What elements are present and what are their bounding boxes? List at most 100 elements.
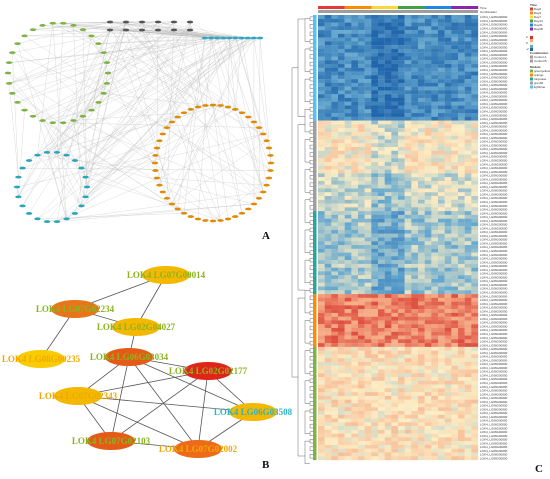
heatmap-cell xyxy=(338,388,345,393)
heatmap-cell xyxy=(351,256,359,261)
heatmap-cell xyxy=(424,328,432,332)
network-a-edge xyxy=(32,37,224,117)
heatmap-cell xyxy=(431,30,439,35)
network-a-edge xyxy=(63,23,99,44)
heatmap-cell xyxy=(411,301,419,306)
heatmap-cell xyxy=(438,297,445,302)
heatmap-cell xyxy=(464,294,472,298)
heatmap-cell xyxy=(451,395,459,400)
heatmap-cell xyxy=(458,188,465,193)
heatmap-cell xyxy=(331,188,339,193)
heatmap-cell xyxy=(364,312,372,317)
heatmap-cell xyxy=(444,361,452,366)
heatmap-cell xyxy=(391,271,399,276)
heatmap-row-label: LOK4_LG06G00000 xyxy=(480,332,508,336)
heatmap-cell xyxy=(344,177,352,182)
heatmap-cell xyxy=(391,369,399,374)
heatmap-cell xyxy=(444,267,452,272)
heatmap-cell xyxy=(424,403,432,408)
heatmap-cell xyxy=(318,188,325,193)
heatmap-cell xyxy=(458,245,465,249)
heatmap-cell xyxy=(431,388,439,393)
heatmap-cell xyxy=(404,177,412,182)
heatmap-cell xyxy=(338,101,345,106)
network-a-node xyxy=(25,212,33,215)
heatmap-cell xyxy=(318,15,325,19)
heatmap-cell xyxy=(424,222,432,227)
heatmap-cell xyxy=(424,354,432,359)
network-a-edge xyxy=(82,29,143,117)
heatmap-cell xyxy=(418,120,425,125)
heatmap-cell xyxy=(438,346,445,351)
heatmap-cell xyxy=(411,448,419,453)
heatmap-row-label: LOK4_LG06G00000 xyxy=(480,208,508,212)
heatmap-cell xyxy=(318,226,325,231)
heatmap-cell xyxy=(444,452,452,457)
heatmap-cell xyxy=(371,271,379,276)
heatmap-cell xyxy=(338,169,345,174)
network-a-edge xyxy=(56,29,127,153)
heatmap-cell xyxy=(384,97,392,102)
heatmap-cell xyxy=(384,162,392,166)
heatmap-cell xyxy=(364,407,372,412)
heatmap-cell xyxy=(411,377,419,381)
heatmap-cell xyxy=(438,237,445,242)
heatmap-cell xyxy=(331,86,339,91)
heatmap-cells xyxy=(318,15,479,461)
heatmap-cell xyxy=(391,422,399,427)
heatmap-cell xyxy=(438,429,445,434)
heatmap-cell xyxy=(318,33,325,38)
heatmap-cell xyxy=(338,437,345,442)
heatmap-cell xyxy=(318,418,325,423)
heatmap-cell xyxy=(438,309,445,314)
time-bar-cell xyxy=(411,6,419,9)
heatmap-cell xyxy=(471,354,479,359)
heatmap-cell xyxy=(324,184,332,189)
heatmap-cell xyxy=(318,328,325,332)
heatmap-cell xyxy=(338,52,345,57)
heatmap-cell xyxy=(318,343,325,348)
heatmap-row-label: LOK4_LG06G00000 xyxy=(480,200,508,204)
heatmap-cell xyxy=(418,199,425,204)
legend-swatch xyxy=(530,7,533,11)
heatmap-cell xyxy=(364,350,372,355)
heatmap-cell xyxy=(384,275,392,280)
heatmap-cell xyxy=(464,426,472,430)
heatmap-cell xyxy=(338,211,345,216)
heatmap-cell xyxy=(364,33,372,38)
scale-swatch xyxy=(530,39,533,42)
heatmap-cell xyxy=(424,33,432,38)
network-a-edge xyxy=(73,25,229,108)
heatmap-cell xyxy=(378,177,385,182)
heatmap-cell xyxy=(331,154,339,159)
module-bar-cell xyxy=(313,67,317,72)
heatmap-cell xyxy=(391,365,399,370)
heatmap-cell xyxy=(451,169,459,174)
network-a-node xyxy=(21,34,28,38)
heatmap-cell xyxy=(371,184,379,189)
heatmap-cell xyxy=(378,128,385,133)
heatmap-cell xyxy=(358,312,365,317)
heatmap-cell xyxy=(371,18,379,23)
heatmap-cell xyxy=(464,422,472,427)
heatmap-cell xyxy=(338,150,345,155)
heatmap-cell xyxy=(364,165,372,170)
heatmap-cell xyxy=(331,392,339,397)
heatmap-cell xyxy=(431,64,439,68)
heatmap-cell xyxy=(451,135,459,140)
dendrogram-branch xyxy=(309,341,313,346)
heatmap-cell xyxy=(451,22,459,27)
heatmap-cell xyxy=(458,22,465,27)
heatmap-cell xyxy=(451,414,459,419)
module-bar-cell xyxy=(313,429,317,434)
heatmap-cell xyxy=(471,282,479,287)
heatmap-cell xyxy=(398,395,405,400)
heatmap-cell xyxy=(344,199,352,204)
heatmap-cell xyxy=(431,286,439,291)
heatmap-cell xyxy=(384,324,392,329)
heatmap-cell xyxy=(391,248,399,253)
heatmap-cell xyxy=(384,113,392,117)
heatmap-cell xyxy=(384,196,392,200)
heatmap-cell xyxy=(371,188,379,193)
network-a-node xyxy=(267,169,274,172)
